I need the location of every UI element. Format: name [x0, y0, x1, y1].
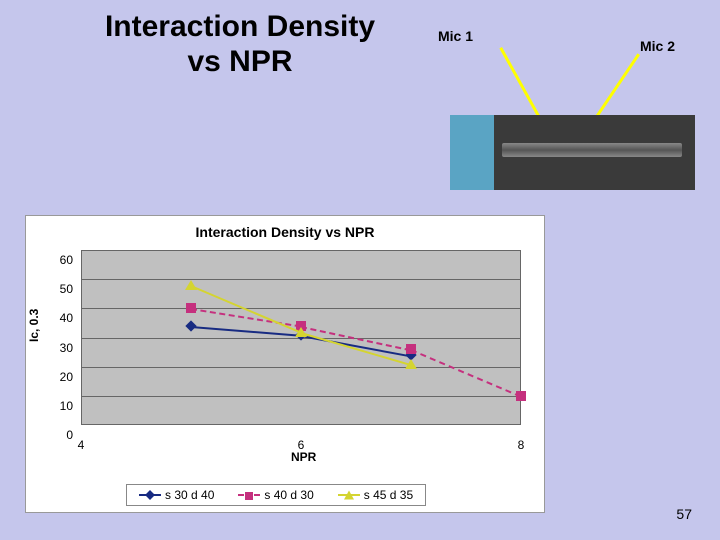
- legend-marker-icon: [344, 491, 354, 500]
- gridline: [81, 396, 521, 397]
- legend-line-icon: [139, 494, 161, 496]
- x-tick-label: 4: [78, 438, 85, 452]
- y-tick-label: 30: [43, 341, 73, 355]
- mic2-label: Mic 2: [640, 38, 675, 54]
- y-tick-label: 20: [43, 370, 73, 384]
- title-line1: Interaction Density: [105, 10, 375, 43]
- apparatus-photo: [450, 115, 695, 190]
- legend-item: s 40 d 30: [238, 488, 313, 502]
- title-line2: vs NPR: [187, 45, 292, 78]
- y-axis-label: Ic, 0.3: [27, 309, 41, 342]
- slide-title: Interaction Density vs NPR: [50, 10, 430, 79]
- gridline: [81, 308, 521, 309]
- legend-item: s 45 d 35: [338, 488, 413, 502]
- legend-label: s 30 d 40: [165, 488, 214, 502]
- legend-item: s 30 d 40: [139, 488, 214, 502]
- data-point: [516, 391, 526, 401]
- legend-line-icon: [238, 494, 260, 496]
- legend-label: s 40 d 30: [264, 488, 313, 502]
- y-tick-label: 10: [43, 399, 73, 413]
- x-axis-label: NPR: [291, 450, 316, 464]
- legend-line-icon: [338, 494, 360, 496]
- slide-number: 57: [676, 506, 692, 522]
- chart-container: Interaction Density vs NPR Ic, 0.3 01020…: [25, 215, 545, 513]
- y-tick-label: 40: [43, 311, 73, 325]
- gridline: [81, 279, 521, 280]
- y-tick-label: 50: [43, 282, 73, 296]
- chart-body: Ic, 0.3 0102030405060468 NPR: [26, 240, 544, 460]
- y-tick-label: 60: [43, 253, 73, 267]
- data-point: [186, 303, 196, 313]
- x-tick-label: 8: [518, 438, 525, 452]
- data-point: [295, 327, 307, 337]
- data-point: [405, 359, 417, 369]
- plot-area: 0102030405060468: [81, 250, 521, 425]
- legend-marker-icon: [145, 490, 155, 500]
- data-point: [185, 280, 197, 290]
- data-point: [406, 344, 416, 354]
- mic1-label: Mic 1: [438, 28, 473, 44]
- chart-legend: s 30 d 40 s 40 d 30 s 45 d 35: [126, 484, 426, 506]
- legend-marker-icon: [245, 492, 253, 500]
- legend-label: s 45 d 35: [364, 488, 413, 502]
- chart-title: Interaction Density vs NPR: [26, 216, 544, 240]
- y-tick-label: 0: [43, 428, 73, 442]
